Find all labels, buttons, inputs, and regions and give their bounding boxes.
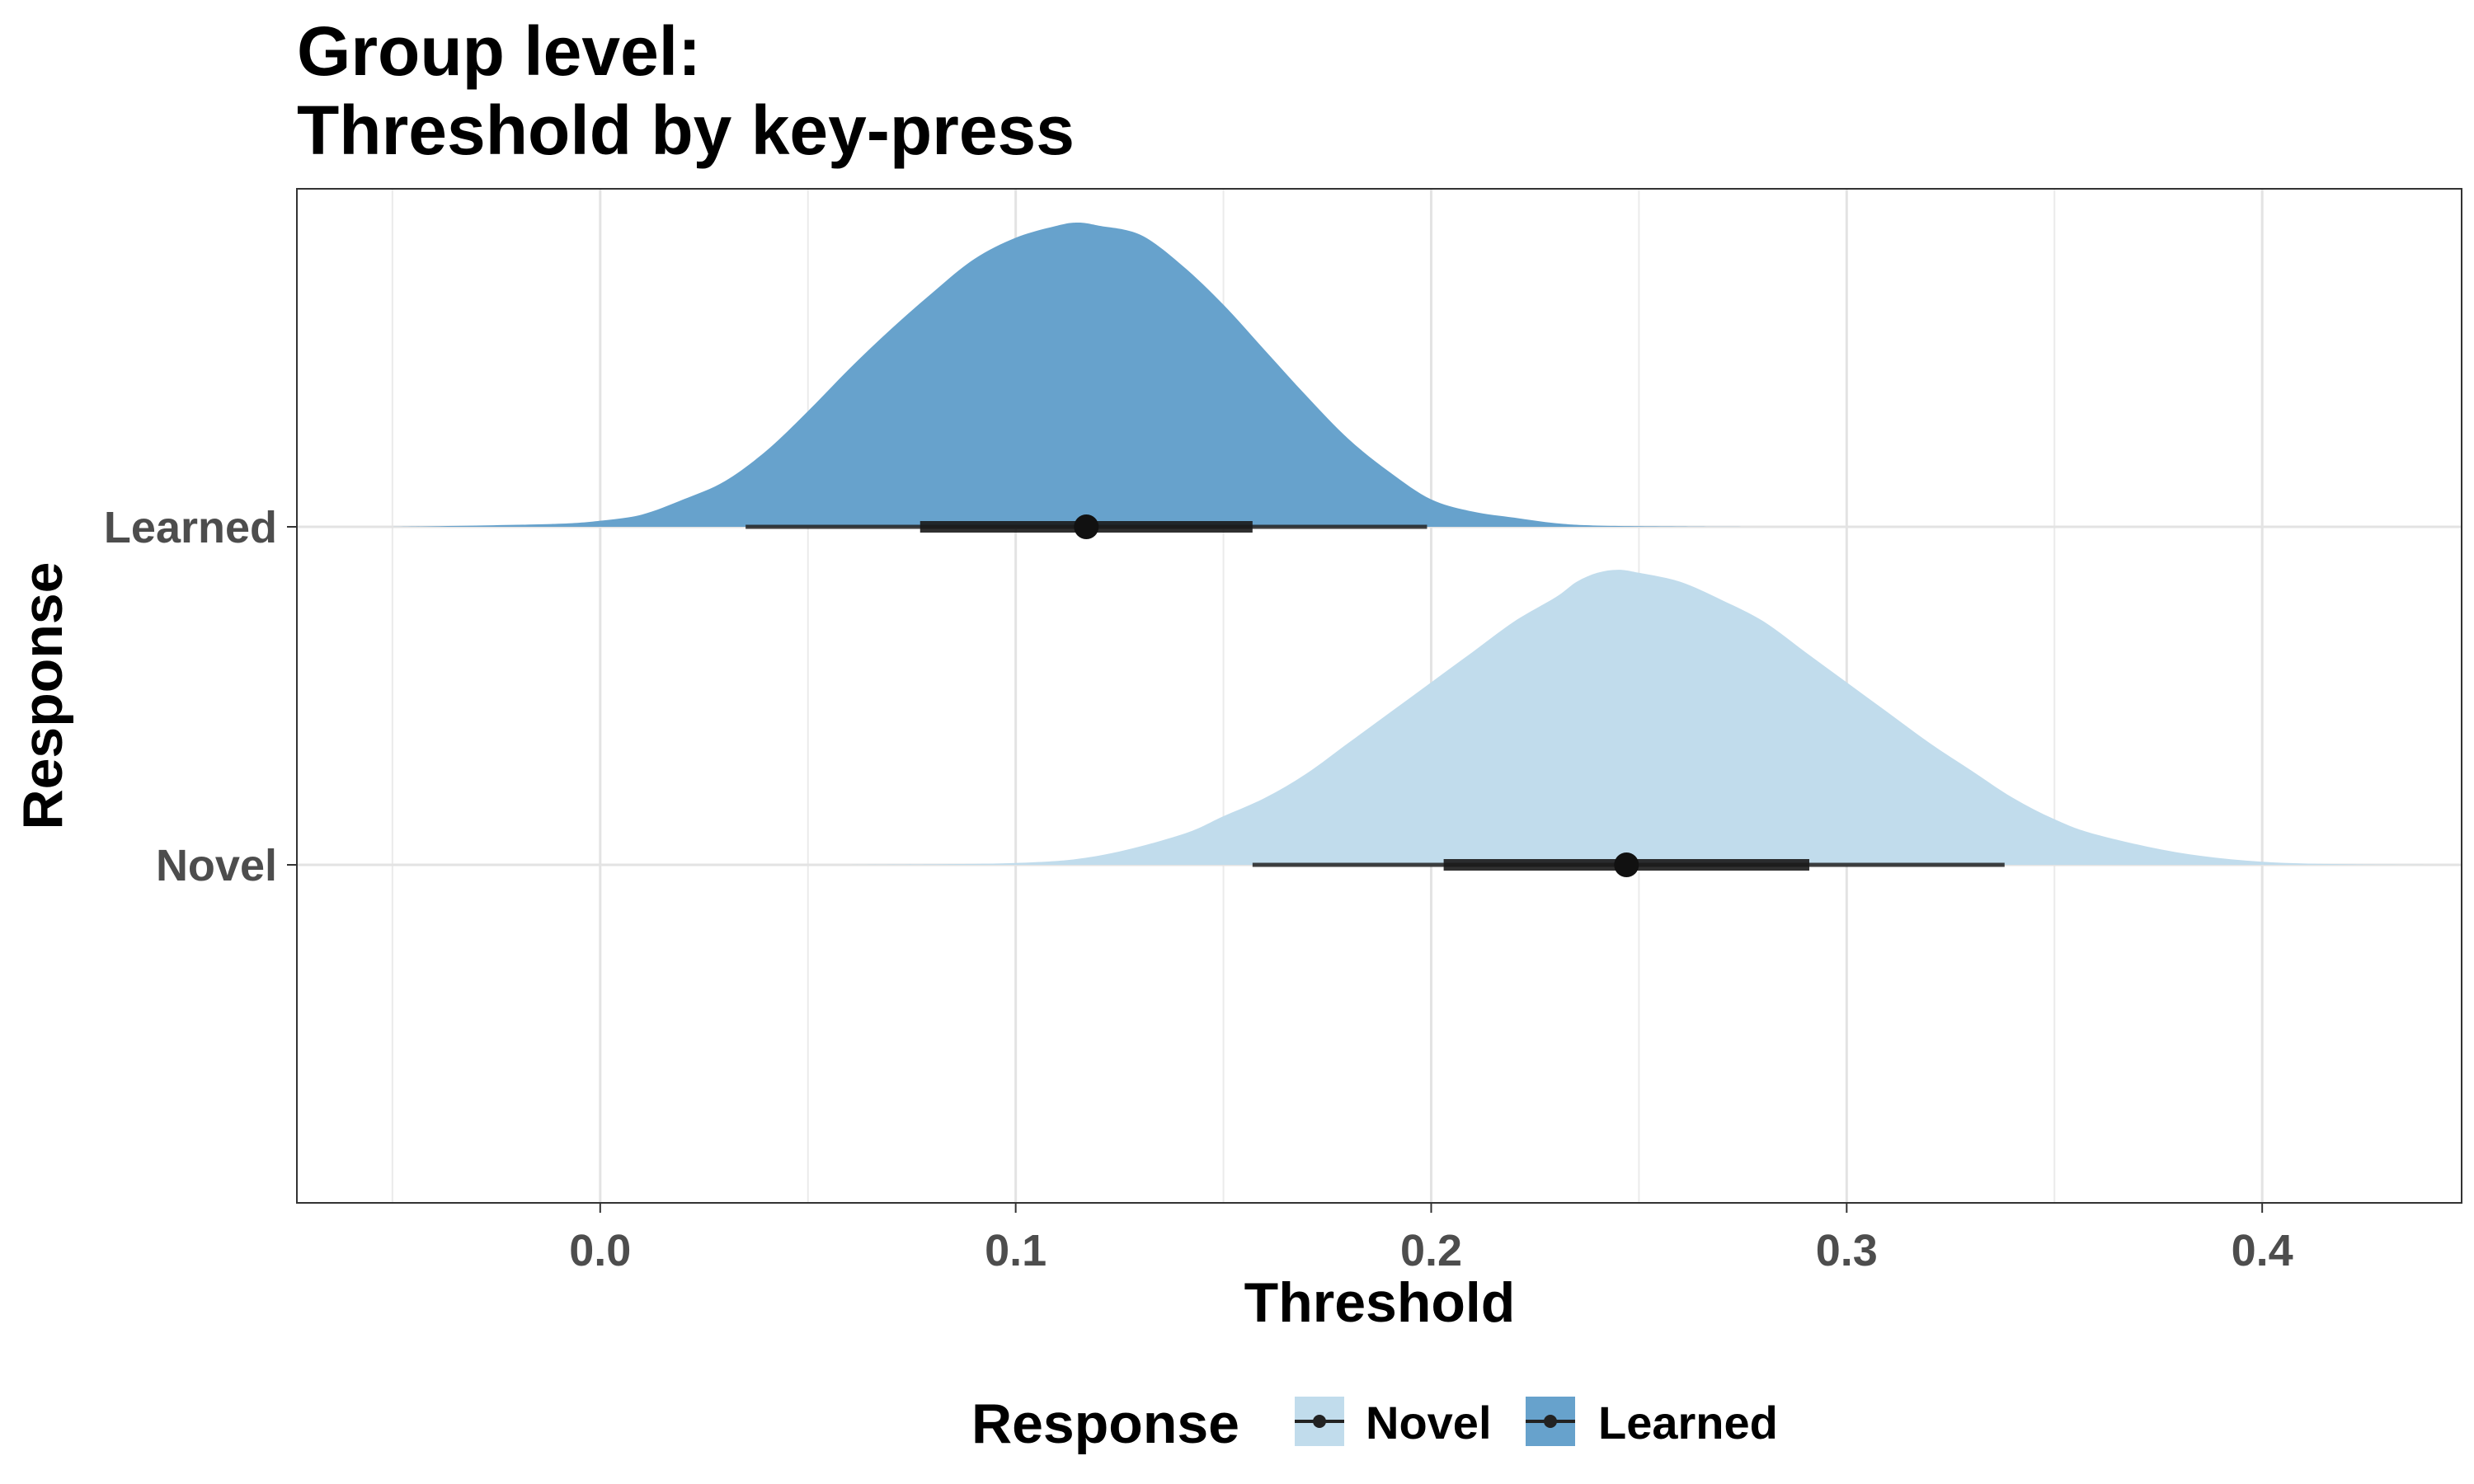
x-tick-label: 0.3 xyxy=(1816,1226,1878,1275)
median-point-novel xyxy=(1614,852,1639,877)
chart-title: Group level: Threshold by key-press xyxy=(297,12,1075,170)
density-learned xyxy=(392,223,1764,527)
y-axis: Learned Novel xyxy=(104,503,297,890)
x-tick-label: 0.4 xyxy=(2232,1226,2293,1275)
density-layer xyxy=(392,223,2429,865)
plot-panel-border xyxy=(296,188,2462,1204)
chart-title-line-2: Threshold by key-press xyxy=(297,92,1075,169)
legend-key-learned xyxy=(1526,1397,1575,1446)
density-novel xyxy=(849,570,2429,865)
interval-layer xyxy=(745,514,2005,877)
x-axis: 0.0 0.1 0.2 0.3 0.4 xyxy=(569,1203,2293,1275)
legend-label-learned: Learned xyxy=(1598,1397,1778,1449)
plot-background xyxy=(297,189,2462,1203)
y-tick-label-learned: Learned xyxy=(104,503,277,552)
legend-label-novel: Novel xyxy=(1366,1397,1492,1449)
x-tick-label: 0.1 xyxy=(985,1226,1047,1275)
legend-dot-learned xyxy=(1544,1415,1557,1428)
median-point-learned xyxy=(1074,514,1099,539)
legend-key-novel xyxy=(1295,1397,1344,1446)
x-tick-label: 0.2 xyxy=(1400,1226,1462,1275)
y-tick-label-novel: Novel xyxy=(156,841,277,890)
legend-dot-novel xyxy=(1313,1415,1326,1428)
chart-title-line-1: Group level: xyxy=(297,12,702,90)
legend: Response Novel Learned xyxy=(971,1392,1778,1455)
legend-title: Response xyxy=(971,1392,1239,1455)
x-tick-label: 0.0 xyxy=(569,1226,631,1275)
y-axis-title: Response xyxy=(12,562,74,830)
x-axis-title: Threshold xyxy=(1244,1271,1516,1334)
